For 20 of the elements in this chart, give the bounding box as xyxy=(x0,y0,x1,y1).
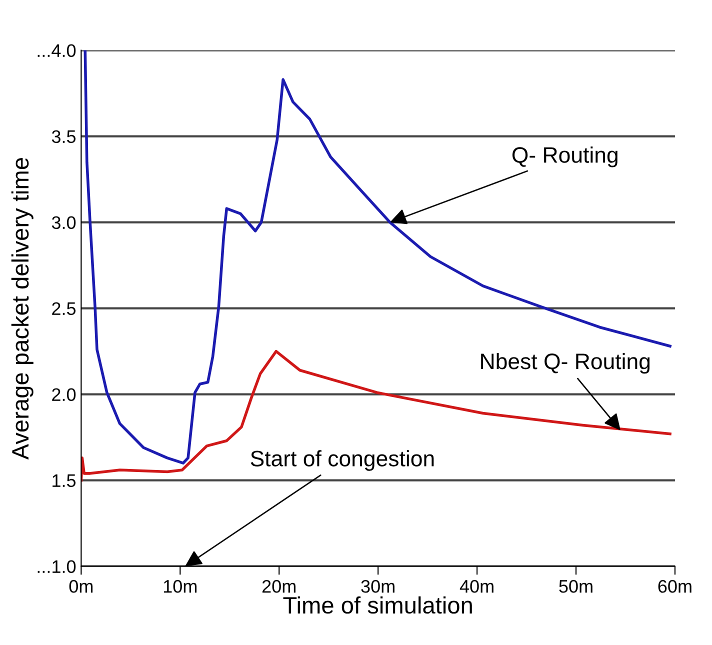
y-tick-label: ...1.0 xyxy=(38,560,76,574)
annotation: Start of congestion xyxy=(250,450,434,471)
y-tick-label: 3.0 xyxy=(52,216,76,230)
y-tick-label: 2.5 xyxy=(52,302,76,316)
x-tick-label: 20m xyxy=(262,580,296,593)
x-tick-label: 30m xyxy=(361,580,394,593)
line-series xyxy=(81,350,672,482)
x-axis-title: Time of simulation xyxy=(283,596,472,614)
y-axis-title: Average packet delivery time xyxy=(11,158,34,460)
y-tick-label: 2.0 xyxy=(52,388,76,402)
annotation: Nbest Q- Routing xyxy=(481,352,650,374)
x-tick-label: 50m xyxy=(559,580,592,593)
x-tick-label: 10m xyxy=(164,580,197,593)
annotation: Q- Routing xyxy=(512,146,618,168)
x-tick-label: 0m xyxy=(69,580,93,593)
y-tick-label: 1.5 xyxy=(52,474,76,488)
y-tick-label: ...4.0 xyxy=(38,44,76,58)
y-tick-label: 3.5 xyxy=(52,130,76,144)
x-tick-label: 40m xyxy=(460,580,494,593)
x-tick-label: 60m xyxy=(658,580,692,593)
